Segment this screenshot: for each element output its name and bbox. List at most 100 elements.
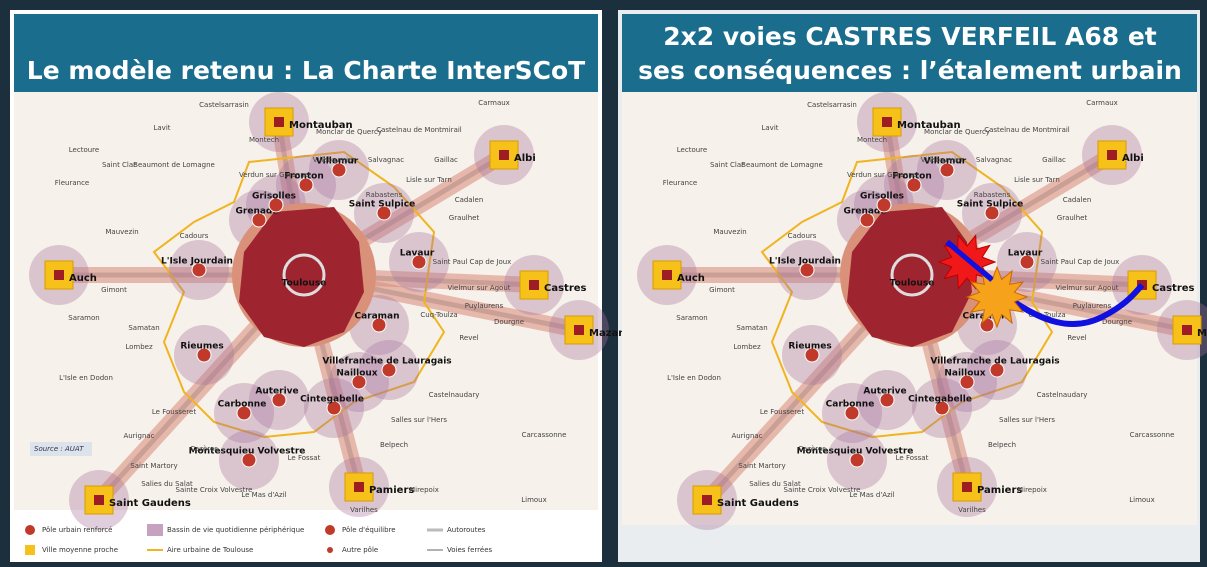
pole-label: Cintegabelle <box>300 395 364 405</box>
city-marker-core <box>574 325 584 335</box>
legend-label: Voies ferrées <box>447 546 493 554</box>
pole-marker <box>251 212 267 228</box>
pole-marker <box>381 362 397 378</box>
pole-label: Montesquieu Volvestre <box>797 447 914 457</box>
legend-label: Pôle urbain renforcé <box>42 526 112 534</box>
pole-marker <box>989 362 1005 378</box>
town-label: Castelnaudary <box>429 391 480 399</box>
town-label: Saint Clar <box>102 161 136 169</box>
pole-marker <box>271 392 287 408</box>
pole-marker <box>331 162 347 178</box>
town-label: Revel <box>1067 334 1086 342</box>
pole-label: Toulouse <box>282 279 327 289</box>
pole-label: Rieumes <box>788 342 831 352</box>
city-marker-core <box>662 270 672 280</box>
town-label: Salies du Salat <box>141 480 193 488</box>
a68-road <box>1005 283 1145 327</box>
town-label: L'Isle en Dodon <box>59 374 113 382</box>
town-label: Fleurance <box>55 179 89 187</box>
town-label: Saramon <box>68 314 99 322</box>
pole-marker <box>241 452 257 468</box>
town-label: Revel <box>459 334 478 342</box>
city-label: Pamiers <box>369 485 414 496</box>
pole-label: Carbonne <box>218 400 267 410</box>
pole-label: Grenade <box>236 207 279 217</box>
city-label: Montauban <box>897 120 961 131</box>
urban-area-boundary <box>760 150 1054 439</box>
town-label: Le Fossat <box>896 454 929 462</box>
town-label: Cuq-Toulza <box>1028 311 1065 319</box>
city-marker-core <box>54 270 64 280</box>
town-label: Saint Clar <box>710 161 744 169</box>
town-label: Carmaux <box>1086 99 1118 107</box>
pole-label: Saint Sulpice <box>349 200 415 210</box>
city-marker-core <box>94 495 104 505</box>
town-label: Le Mas d'Azil <box>849 491 894 499</box>
pole-label: Auterive <box>255 387 298 397</box>
city-label: Saint Gaudens <box>717 498 799 509</box>
town-label: Carcassonne <box>1130 431 1175 439</box>
sprawl-burst-orange <box>965 265 1029 329</box>
legend: Pôle urbain renforcé Bassin de vie quotid… <box>25 524 493 555</box>
town-label: Lisle sur Tarn <box>1014 176 1060 184</box>
pole-label: Carbonne <box>826 400 875 410</box>
pole-label: Grenade <box>844 207 887 217</box>
pole-marker <box>804 347 820 363</box>
pole-label: Saint Sulpice <box>957 200 1023 210</box>
town-label: Cadalen <box>1063 196 1092 204</box>
town-label: Lisle sur Tarn <box>406 176 452 184</box>
town-label: Lombez <box>125 343 153 351</box>
city-marker-core <box>962 482 972 492</box>
town-label: Cadours <box>180 232 209 240</box>
pole-marker <box>326 400 342 416</box>
legend-symbol <box>25 525 35 535</box>
town-label: Mauvezin <box>713 228 746 236</box>
pole-label: Cintegabelle <box>908 395 972 405</box>
pole-marker <box>876 197 892 213</box>
town-label: Castelsarrasin <box>199 101 249 109</box>
town-label: Belpech <box>988 441 1016 449</box>
town-label: Gimont <box>709 286 735 294</box>
town-label: Castelnaudary <box>1037 391 1088 399</box>
town-label: Rabastens <box>366 191 403 199</box>
pole-marker <box>849 452 865 468</box>
town-label: Puylaurens <box>465 302 504 310</box>
pole-label: Rieumes <box>180 342 223 352</box>
legend-label: Ville moyenne proche <box>42 546 118 554</box>
town-label: Salies du Salat <box>749 480 801 488</box>
legend-label: Aire urbaine de Toulouse <box>167 546 253 554</box>
pole-marker <box>859 212 875 228</box>
pole-marker <box>411 254 427 270</box>
pole-label: Villefranche de Lauragais <box>322 357 451 367</box>
town-label: Limoux <box>1129 496 1155 504</box>
town-label: Gimont <box>101 286 127 294</box>
city-marker-core <box>354 482 364 492</box>
pole-label: Villefranche de Lauragais <box>930 357 1059 367</box>
town-label: Dourgne <box>494 318 524 326</box>
legend-symbol <box>325 525 335 535</box>
pole-label: Nailloux <box>944 369 985 379</box>
town-label: Lavit <box>761 124 778 132</box>
town-label: Varilhes <box>350 506 378 514</box>
pole-marker <box>268 197 284 213</box>
town-label: Cadours <box>788 232 817 240</box>
town-label: Villebrumier <box>313 156 356 164</box>
pole-label: Villemur <box>924 157 967 167</box>
city-marker-core <box>274 117 284 127</box>
town-label: Beaumont de Lomagne <box>133 161 215 169</box>
town-label: Varilhes <box>958 506 986 514</box>
right-title-bar <box>622 14 1197 92</box>
pole-marker <box>959 374 975 390</box>
pole-label: L'Isle Jourdain <box>769 257 841 267</box>
city-marker-core <box>702 495 712 505</box>
legend-label: Autre pôle <box>342 546 378 554</box>
ring-road <box>282 253 326 297</box>
legend-symbol <box>327 547 333 553</box>
town-label: Fleurance <box>663 179 697 187</box>
pole-label: Caraman <box>354 312 399 322</box>
pole-label: Lavaur <box>400 249 435 259</box>
pole-marker <box>799 262 815 278</box>
pole-label: Grisolles <box>860 192 904 202</box>
pole-marker <box>371 317 387 333</box>
